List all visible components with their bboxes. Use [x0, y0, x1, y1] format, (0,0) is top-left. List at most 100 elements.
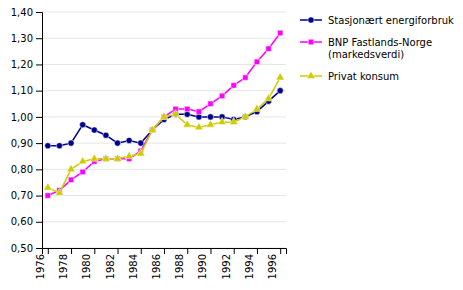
legend-label: Privat konsum — [328, 71, 399, 82]
grid — [42, 12, 286, 248]
x-tick-mark — [187, 248, 188, 254]
point — [45, 193, 50, 198]
point — [103, 132, 109, 138]
point — [277, 30, 282, 35]
y-tick-label: 1,00 — [11, 112, 33, 123]
marks — [44, 30, 285, 198]
point — [137, 149, 145, 156]
point — [68, 140, 74, 146]
y-tick: 0,90 — [11, 138, 42, 149]
y-tick: 0,60 — [11, 216, 42, 227]
legend-label-line: Stasjonært energiforbruk — [328, 15, 454, 26]
point — [231, 83, 236, 88]
point — [171, 109, 179, 116]
y-tick-label: 0,70 — [11, 190, 33, 201]
point — [55, 188, 63, 195]
point — [196, 114, 202, 120]
x-tick: 1992 — [221, 248, 235, 279]
point — [113, 154, 121, 161]
point — [276, 73, 284, 80]
x-tick: 1980 — [81, 248, 95, 279]
y-tick: 0,80 — [11, 164, 42, 175]
point — [44, 183, 52, 190]
x-tick-label: 1992 — [221, 254, 232, 279]
point — [254, 59, 259, 64]
x-tick: 1994 — [244, 248, 258, 279]
y-tick: 1,20 — [11, 59, 42, 70]
legend-swatch-marker — [308, 17, 314, 23]
point — [160, 112, 168, 119]
grid-line — [42, 221, 286, 222]
series-line — [48, 33, 280, 196]
x-tick-mark — [71, 248, 72, 254]
grid-line — [42, 12, 286, 13]
x-tick-label: 1982 — [105, 254, 116, 279]
point — [68, 177, 73, 182]
point — [183, 120, 191, 127]
y-tick-mark — [36, 196, 42, 197]
x-tick: 1986 — [151, 248, 165, 279]
x-tick-label: 1990 — [197, 254, 208, 279]
point — [138, 140, 144, 146]
grid-line — [42, 38, 286, 39]
x-tick: 1982 — [105, 248, 119, 279]
point — [184, 111, 190, 117]
series-line — [48, 78, 280, 193]
x-tick: 1978 — [58, 248, 72, 279]
plot: 0,500,600,700,800,901,001,101,201,301,40… — [11, 7, 287, 280]
x-tick-label: 1996 — [267, 254, 278, 279]
x-tick-label: 1976 — [35, 254, 46, 279]
y-tick-label: 0,80 — [11, 164, 33, 175]
y-tick-mark — [36, 91, 42, 92]
point — [264, 94, 272, 101]
point — [195, 123, 203, 130]
x-tick-mark — [280, 248, 281, 254]
point — [148, 125, 156, 132]
y-tick-label: 0,60 — [11, 216, 33, 227]
y-tick-mark — [36, 222, 42, 223]
x-tick-mark — [94, 248, 95, 254]
x-tick-mark — [164, 248, 165, 254]
chart: 0,500,600,700,800,901,001,101,201,301,40… — [0, 0, 463, 290]
x-tick-mark — [234, 248, 235, 254]
x-tick-label: 1994 — [244, 254, 255, 279]
point — [277, 88, 283, 94]
x-axis-line — [43, 249, 287, 255]
point — [91, 127, 97, 133]
y-axis-line — [36, 13, 43, 249]
x-tick: 1996 — [267, 248, 281, 279]
point — [219, 93, 224, 98]
point — [243, 75, 248, 80]
legend-label: BNP Fastlands-Norge(markedsverdi) — [328, 37, 432, 60]
point — [102, 154, 110, 161]
y-tick-mark — [36, 117, 42, 118]
legend-swatch-marker — [307, 71, 315, 78]
point — [184, 106, 189, 111]
legend-label: Stasjonært energiforbruk — [328, 15, 454, 26]
point — [125, 151, 133, 158]
point — [241, 112, 249, 119]
x-tick: 1976 — [35, 248, 49, 279]
y-tick: 1,40 — [11, 7, 42, 18]
legend-swatch-marker — [308, 39, 313, 44]
x-tick: 1984 — [128, 248, 142, 279]
x-tick-mark — [118, 248, 119, 254]
y-tick-label: 0,50 — [11, 243, 33, 254]
point — [45, 143, 51, 149]
point — [90, 154, 98, 161]
point — [230, 117, 238, 124]
point — [126, 137, 132, 143]
point — [208, 101, 213, 106]
series-points — [44, 73, 285, 196]
y-tick-label: 1,40 — [11, 7, 33, 18]
point — [56, 143, 62, 149]
legend-item: BNP Fastlands-Norge(markedsverdi) — [300, 37, 432, 60]
grid-line — [42, 90, 286, 91]
point — [196, 109, 201, 114]
y-tick: 1,10 — [11, 85, 42, 96]
point — [218, 117, 226, 124]
point — [253, 104, 261, 111]
point — [79, 157, 87, 164]
x-tick-label: 1978 — [58, 254, 69, 279]
y-tick: 0,50 — [11, 243, 42, 254]
